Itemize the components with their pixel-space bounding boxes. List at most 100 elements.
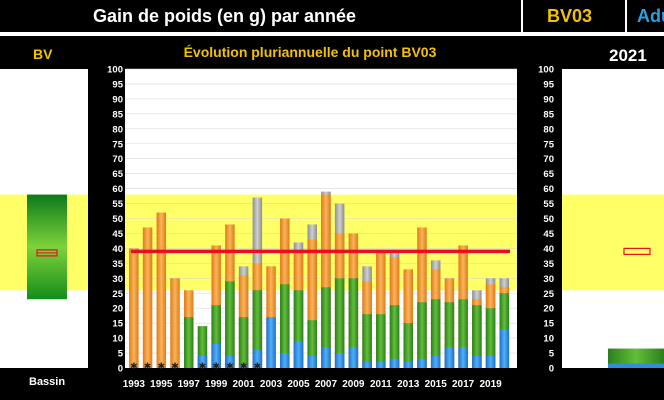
y-tick-label-right: 75: [543, 139, 554, 150]
chart-title: Évolution pluriannuelle du point BV03: [183, 44, 437, 60]
green-bar-2009: [348, 278, 359, 368]
y-tick-label-right: 45: [543, 229, 554, 240]
orange-bar-2014: [417, 227, 427, 368]
y-tick-label: 35: [112, 259, 123, 270]
blue-bar-2001: [238, 365, 249, 368]
y-tick-label-right: 40: [543, 244, 554, 255]
y-tick-label-right: 95: [543, 79, 554, 90]
blue-bar-1998: [197, 356, 208, 368]
y-tick-label-right: 50: [543, 214, 554, 225]
y-tick-label-right: 35: [543, 259, 554, 270]
blue-bar-2004: [280, 353, 290, 368]
green-bar-2017: [458, 299, 468, 368]
missing-data-marker: ✱: [144, 361, 152, 371]
green-bar-2004: [280, 284, 290, 368]
y-tick-label: 50: [112, 214, 123, 225]
y-tick-label-right: 5: [549, 349, 555, 360]
x-tick-label: 1993: [123, 379, 146, 390]
y-tick-label: 40: [112, 244, 123, 255]
reference-band-1: [125, 194, 517, 291]
right-blue-bar: [608, 363, 664, 368]
blue-bar-2003: [266, 317, 276, 368]
green-bar-1997: [183, 317, 194, 368]
green-bar-2014: [417, 302, 427, 368]
y-tick-label: 100: [107, 65, 123, 76]
green-bar-2007: [321, 287, 331, 368]
blue-bar-2006: [307, 356, 317, 368]
x-tick-label: 2003: [260, 379, 283, 390]
blue-bar-2016: [444, 347, 455, 368]
y-tick-label: 60: [112, 184, 123, 195]
orange-bar-1996: [170, 278, 180, 368]
green-bar-2019: [485, 308, 496, 368]
green-bar-2011: [376, 314, 386, 368]
x-tick-label: 2011: [370, 379, 392, 390]
green-bar-2005: [293, 290, 304, 368]
point-code-tab[interactable]: BV03: [525, 0, 627, 32]
adult-tab-label: Adu: [637, 6, 664, 26]
blue-bar-2015: [430, 356, 441, 368]
y-tick-label: 85: [112, 109, 123, 120]
y-tick-label: 20: [112, 304, 123, 315]
y-tick-label-right: 70: [543, 154, 554, 165]
y-tick-label: 45: [112, 229, 123, 240]
y-tick-label: 70: [112, 154, 123, 165]
missing-data-marker: ✱: [158, 361, 166, 371]
x-tick-label: 1997: [178, 379, 201, 390]
left-range-bar: [27, 194, 67, 300]
blue-bar-2020: [499, 329, 510, 368]
x-tick-label: 2019: [479, 379, 502, 390]
x-tick-label: 1995: [150, 379, 173, 390]
blue-bar-2017: [458, 347, 468, 368]
y-tick-label-right: 65: [543, 169, 554, 180]
y-tick-label: 15: [112, 319, 123, 330]
page-title-text: Gain de poids (en g) par année: [93, 6, 357, 26]
missing-data-marker: ✱: [212, 361, 220, 371]
y-tick-label-right: 60: [543, 184, 554, 195]
adult-tab[interactable]: Adu: [629, 0, 664, 32]
missing-data-marker: ✱: [171, 361, 179, 371]
y-tick-label: 0: [118, 364, 123, 375]
blue-bar-2007: [321, 347, 331, 368]
y-tick-label-right: 10: [543, 334, 554, 345]
blue-bar-2018: [472, 356, 482, 368]
y-tick-label-right: 25: [543, 289, 554, 300]
missing-data-marker: ✱: [240, 361, 248, 371]
orange-bar-2011: [376, 251, 386, 368]
green-bar-2013: [403, 323, 414, 368]
green-bar-2018: [472, 305, 482, 368]
page-title: Gain de poids (en g) par année: [0, 0, 523, 32]
y-tick-label: 90: [112, 94, 123, 105]
y-tick-label: 95: [112, 79, 123, 90]
green-bar-1998: [197, 326, 208, 368]
orange-bar-1993: [129, 248, 139, 368]
green-bar-1999: [211, 305, 221, 368]
orange-bar-2013: [403, 269, 414, 368]
x-tick-label: 2001: [232, 379, 255, 390]
y-tick-label: 5: [118, 349, 124, 360]
point-code-label: BV03: [547, 6, 593, 26]
header-divider: [0, 32, 664, 36]
orange-bar-1994: [142, 227, 153, 368]
blue-bar-2000: [225, 356, 235, 368]
blue-bar-2012: [389, 359, 400, 368]
missing-data-marker: ✱: [199, 361, 207, 371]
x-tick-label: 2005: [287, 379, 310, 390]
left-panel-title: BV: [33, 46, 53, 62]
green-bar-2015: [430, 299, 441, 368]
missing-data-marker: ✱: [226, 361, 234, 371]
left-bar-label: Bassin: [29, 376, 66, 388]
right-mean-marker: [623, 247, 651, 255]
x-tick-label: 2017: [452, 379, 475, 390]
green-bar-2002: [252, 290, 263, 368]
blue-bar-2014: [417, 359, 427, 368]
y-tick-label-right: 20: [543, 304, 554, 315]
green-bar-2016: [444, 302, 455, 368]
y-tick-label-right: 100: [538, 65, 554, 76]
blue-bar-1999: [211, 344, 221, 368]
y-tick-label: 65: [112, 169, 123, 180]
orange-bar-1995: [156, 212, 167, 368]
x-tick-label: 2015: [425, 379, 448, 390]
orange-bar-2006: [307, 239, 317, 368]
